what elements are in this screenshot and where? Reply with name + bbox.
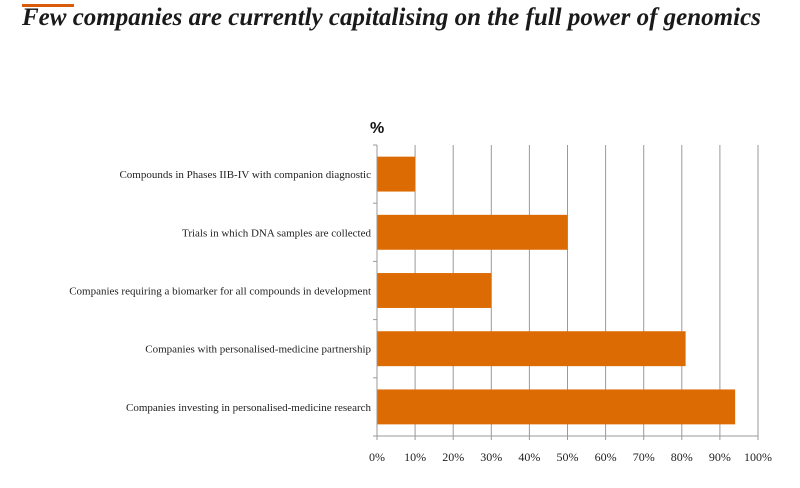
bars	[377, 156, 736, 425]
x-tick-label: 40%	[518, 450, 540, 464]
bar	[377, 156, 416, 192]
category-label: Companies with personalised-medicine par…	[145, 344, 371, 356]
category-labels: Compounds in Phases IIB-IV with companio…	[69, 169, 371, 414]
gridlines	[414, 145, 759, 436]
category-label: Trials in which DNA samples are collecte…	[182, 227, 371, 239]
x-tick-label: 90%	[709, 450, 731, 464]
bar	[377, 389, 736, 425]
axes	[373, 144, 759, 440]
category-label: Companies investing in personalised-medi…	[126, 402, 371, 414]
title-accent-rule	[22, 4, 74, 7]
x-tick-label: 60%	[595, 450, 617, 464]
x-tick-label: 10%	[404, 450, 426, 464]
x-tick-label: 100%	[744, 450, 772, 464]
category-label: Compounds in Phases IIB-IV with companio…	[119, 169, 371, 181]
x-tick-label: 20%	[442, 450, 464, 464]
x-tick-label: 70%	[633, 450, 655, 464]
unit-label: %	[370, 120, 384, 137]
x-tick-label: 30%	[480, 450, 502, 464]
chart-title: Few companies are currently capitalising…	[22, 4, 761, 31]
x-tick-label: 50%	[557, 450, 579, 464]
x-tick-label: 80%	[671, 450, 693, 464]
x-tick-label: 0%	[369, 450, 385, 464]
category-label: Companies requiring a biomarker for all …	[69, 286, 371, 298]
bar	[377, 214, 568, 250]
bar	[377, 331, 686, 367]
x-tick-labels: 0% 10% 20% 30% 40% 50% 60% 70% 80% 90% 100%	[369, 450, 772, 464]
bar	[377, 273, 492, 308]
